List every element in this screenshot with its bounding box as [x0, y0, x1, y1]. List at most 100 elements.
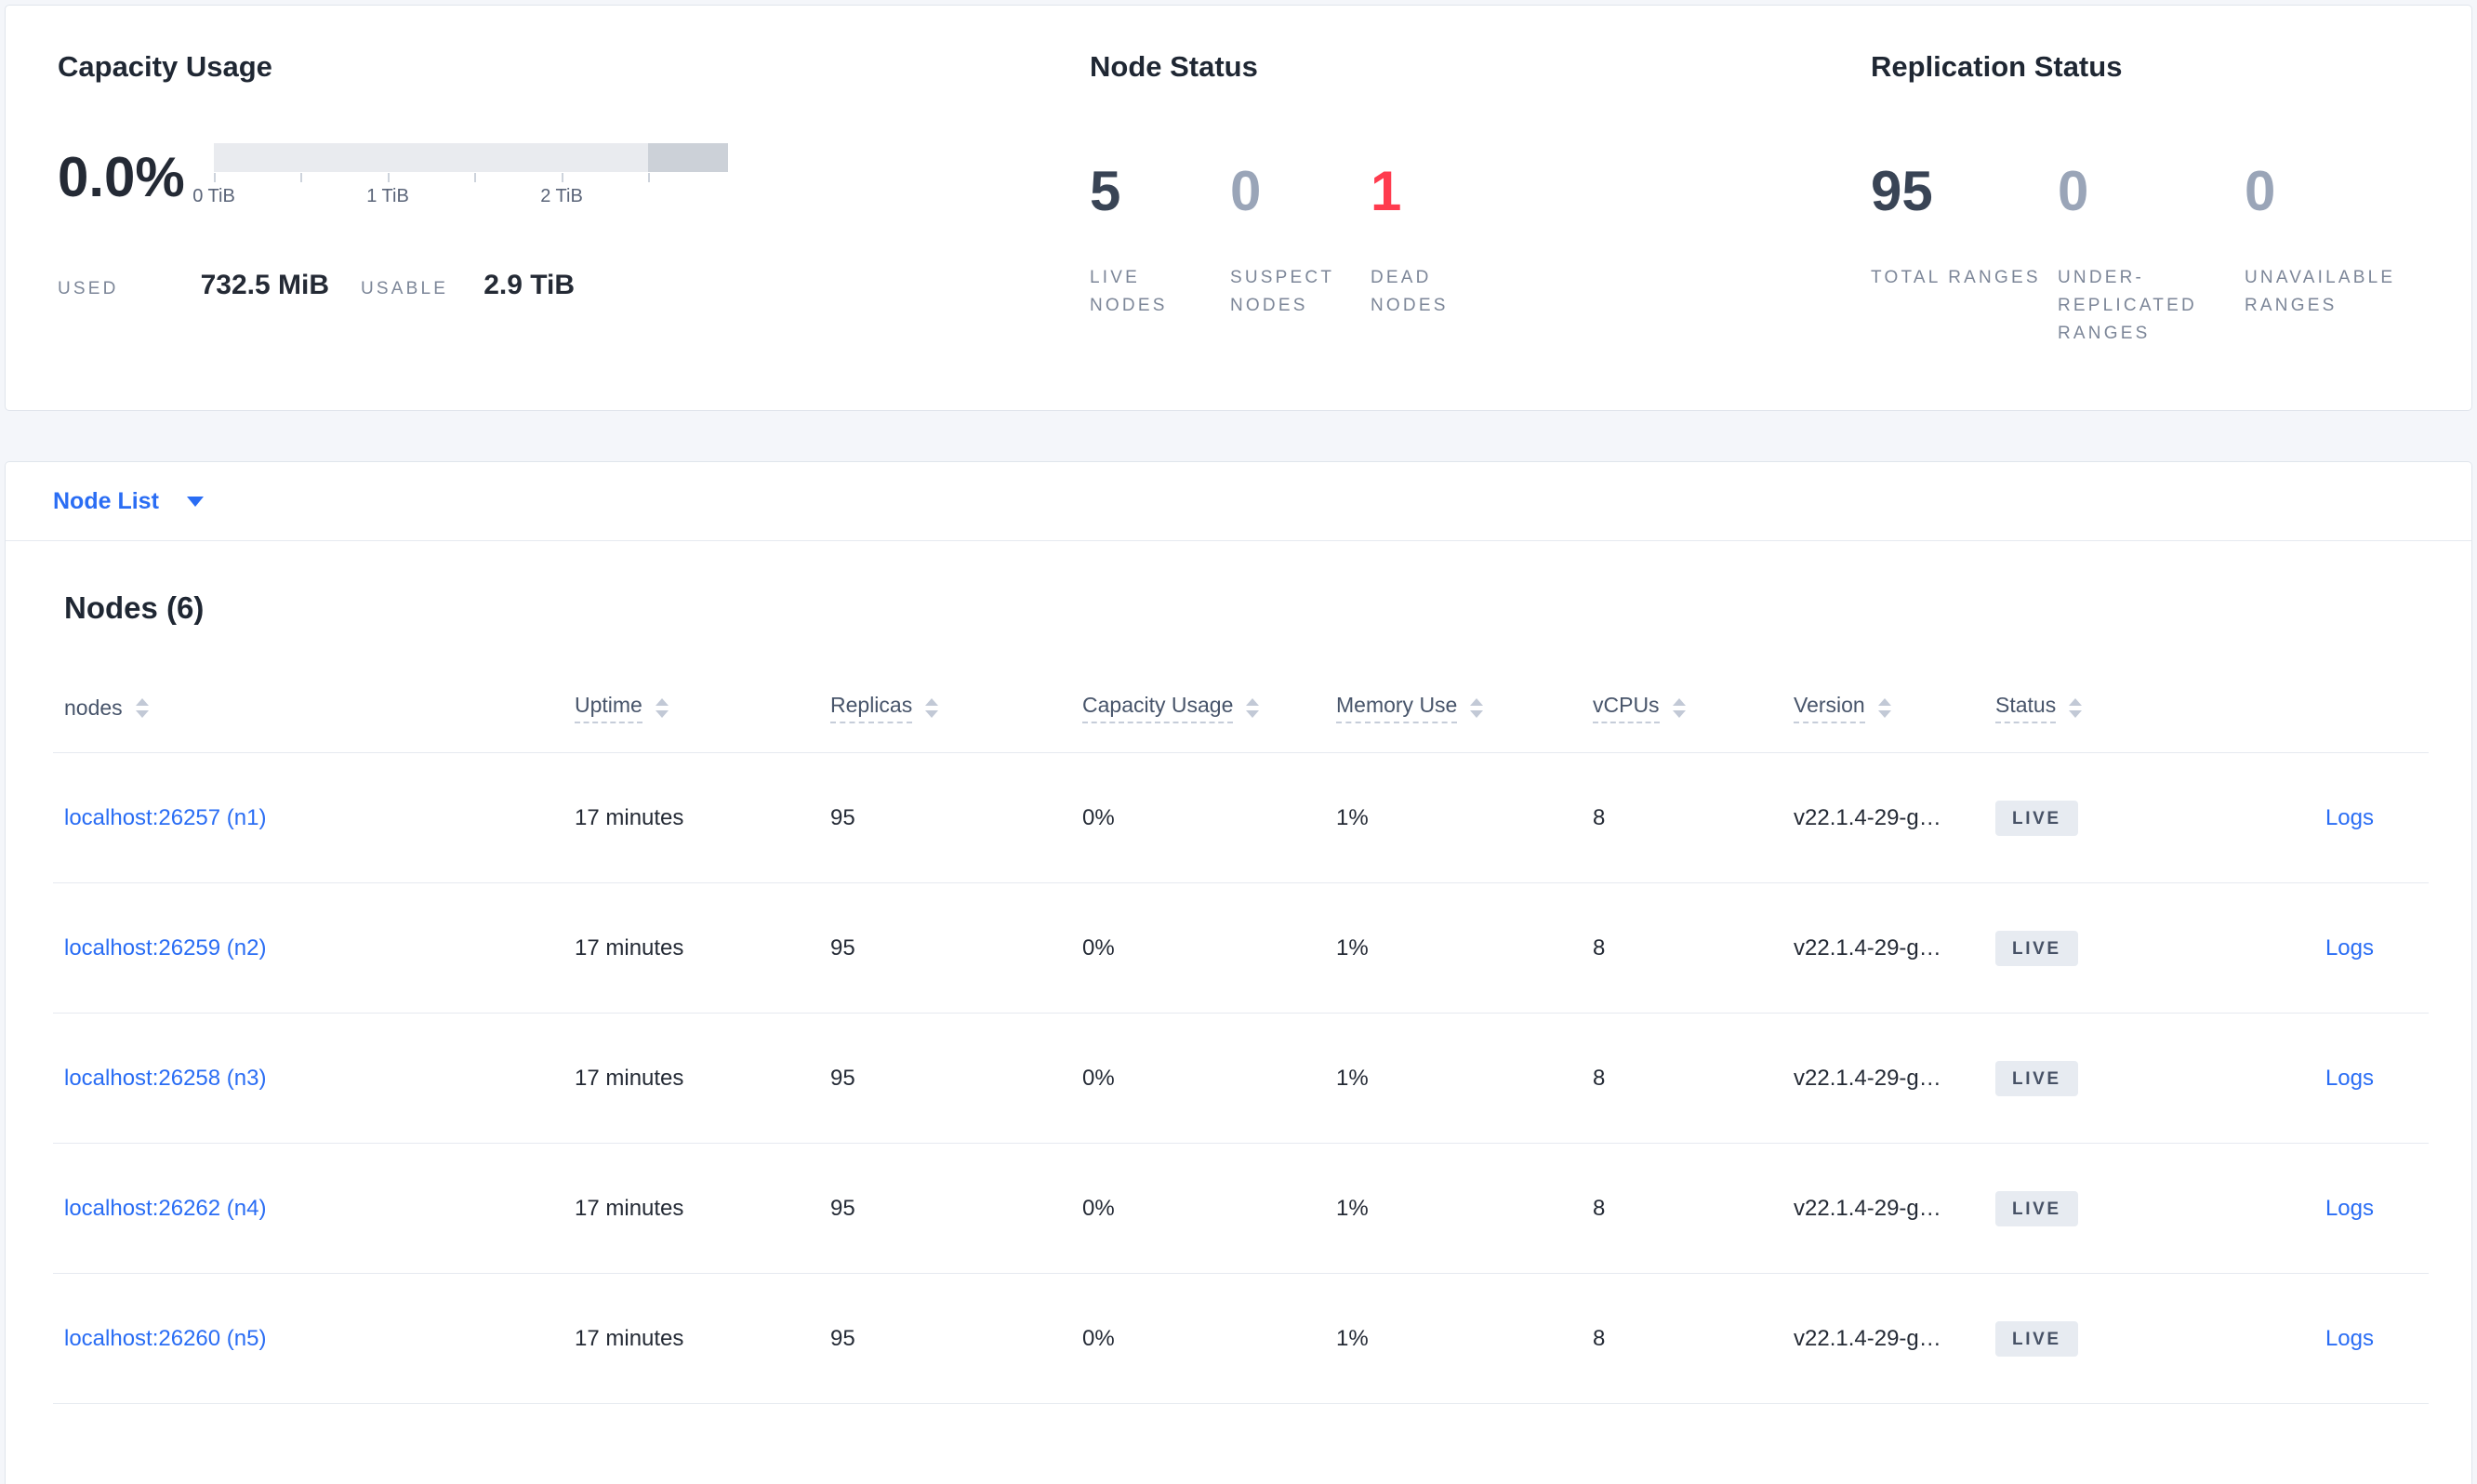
node-status-title: Node Status: [1090, 50, 1258, 83]
logs-link[interactable]: Logs: [2325, 1325, 2374, 1351]
node-name-cell: localhost:26258 (n3): [53, 1066, 575, 1092]
replicas-cell: 95: [830, 804, 855, 830]
capacity-cell: 0%: [1082, 1065, 1115, 1091]
capacity-cell: 0%: [1082, 1325, 1115, 1351]
uptime-cell: 17 minutes: [575, 804, 684, 830]
suspect-nodes-label: SUSPECT NODES: [1230, 268, 1334, 315]
memory-cell: 1%: [1336, 934, 1369, 961]
node-list-card: Node List Nodes (6) nodes Uptime Replica…: [5, 461, 2472, 1484]
suspect-nodes-stat: 0 SUSPECT NODES: [1230, 164, 1371, 320]
version-cell: v22.1.4-29-g…: [1794, 804, 1941, 830]
logs-link[interactable]: Logs: [2325, 1065, 2374, 1091]
status-badge: LIVE: [1995, 1060, 2078, 1096]
logs-link[interactable]: Logs: [2325, 1195, 2374, 1221]
logs-cell: Logs: [2228, 935, 2429, 961]
uptime-cell: 17 minutes: [575, 1065, 684, 1091]
suspect-nodes-value: 0: [1230, 160, 1262, 222]
uptime-cell: 17 minutes: [575, 934, 684, 961]
replication-status-panel: Replication Status 95 TOTAL RANGES 0 UND…: [1871, 48, 2471, 410]
uptime-cell: 17 minutes: [575, 1195, 684, 1221]
unavailable-ranges-label: UNAVAILABLE RANGES: [2245, 268, 2396, 315]
unavailable-ranges-stat: 0 UNAVAILABLE RANGES: [2245, 164, 2431, 348]
status-cell: LIVE: [1995, 1320, 2228, 1357]
sort-icon: [1877, 698, 1891, 718]
capacity-axis-labels: 0 TiB 1 TiB 2 TiB: [192, 186, 728, 212]
vcpus-cell: 8: [1593, 934, 1606, 961]
node-link[interactable]: localhost:26260 (n5): [64, 1325, 267, 1351]
used-label: USED: [58, 279, 119, 298]
column-header-nodes[interactable]: nodes: [53, 696, 575, 721]
node-link[interactable]: localhost:26258 (n3): [64, 1065, 267, 1091]
total-ranges-stat: 95 TOTAL RANGES: [1871, 164, 2058, 348]
capacity-cell: 0%: [1082, 804, 1115, 830]
node-link[interactable]: localhost:26257 (n1): [64, 804, 267, 830]
memory-cell: 1%: [1336, 1195, 1369, 1221]
cluster-overview-stats-card: Capacity Usage 0.0% 0 TiB 1 TiB 2 TiB US…: [5, 5, 2472, 411]
table-row: localhost:26258 (n3) 17 minutes 95 0% 1%…: [53, 1014, 2429, 1144]
axis-label-1tib: 1 TiB: [366, 186, 409, 206]
node-link[interactable]: localhost:26259 (n2): [64, 934, 267, 961]
version-cell: v22.1.4-29-g…: [1794, 1195, 1941, 1221]
node-name-cell: localhost:26257 (n1): [53, 805, 575, 831]
version-cell: v22.1.4-29-g…: [1794, 1325, 1941, 1351]
dead-nodes-stat: 1 DEAD NODES: [1371, 164, 1511, 320]
column-header-memory-use[interactable]: Memory Use: [1336, 693, 1593, 723]
nodes-heading: Nodes (6): [64, 590, 205, 625]
node-list-dropdown[interactable]: Node List: [53, 488, 204, 515]
status-badge: LIVE: [1995, 930, 2078, 966]
nodes-section: Nodes (6) nodes Uptime Replicas Capacity…: [6, 541, 2471, 1404]
vcpus-cell: 8: [1593, 804, 1606, 830]
status-cell: LIVE: [1995, 1190, 2228, 1226]
capacity-usage-panel: Capacity Usage 0.0% 0 TiB 1 TiB 2 TiB US…: [58, 48, 1090, 410]
sort-icon: [2069, 698, 2083, 718]
vcpus-cell: 8: [1593, 1195, 1606, 1221]
node-name-cell: localhost:26259 (n2): [53, 935, 575, 961]
capacity-details: USED 732.5 MiB USABLE 2.9 TiB: [58, 270, 1090, 301]
logs-link[interactable]: Logs: [2325, 934, 2374, 961]
replicas-cell: 95: [830, 1065, 855, 1091]
logs-cell: Logs: [2228, 1326, 2429, 1352]
column-header-replicas[interactable]: Replicas: [830, 693, 1082, 723]
version-cell: v22.1.4-29-g…: [1794, 934, 1941, 961]
capacity-usage-title: Capacity Usage: [58, 50, 272, 83]
sort-icon: [1470, 698, 1484, 718]
status-badge: LIVE: [1995, 800, 2078, 836]
node-link[interactable]: localhost:26262 (n4): [64, 1195, 267, 1221]
sort-icon: [1246, 698, 1260, 718]
logs-cell: Logs: [2228, 1066, 2429, 1092]
dead-nodes-label: DEAD NODES: [1371, 268, 1449, 315]
memory-cell: 1%: [1336, 1325, 1369, 1351]
live-nodes-value: 5: [1090, 160, 1121, 222]
replicas-cell: 95: [830, 1195, 855, 1221]
status-badge: LIVE: [1995, 1190, 2078, 1226]
column-header-version[interactable]: Version: [1794, 693, 1995, 723]
total-ranges-label: TOTAL RANGES: [1871, 268, 2041, 287]
capacity-cell: 0%: [1082, 1195, 1115, 1221]
usable-value: 2.9 TiB: [483, 270, 576, 300]
nodes-table-header: nodes Uptime Replicas Capacity Usage Mem…: [53, 664, 2429, 753]
column-header-vcpus[interactable]: vCPUs: [1593, 693, 1794, 723]
memory-cell: 1%: [1336, 804, 1369, 830]
replicas-cell: 95: [830, 934, 855, 961]
column-header-uptime[interactable]: Uptime: [575, 693, 830, 723]
view-selector-bar: Node List: [6, 462, 2471, 541]
live-nodes-stat: 5 LIVE NODES: [1090, 164, 1230, 320]
status-cell: LIVE: [1995, 1060, 2228, 1096]
column-header-status[interactable]: Status: [1995, 693, 2228, 723]
column-header-capacity-usage[interactable]: Capacity Usage: [1082, 693, 1336, 723]
capacity-percent: 0.0%: [58, 146, 185, 208]
uptime-cell: 17 minutes: [575, 1325, 684, 1351]
vcpus-cell: 8: [1593, 1065, 1606, 1091]
usable-label: USABLE: [361, 279, 449, 298]
dead-nodes-value: 1: [1371, 160, 1402, 222]
replication-status-title: Replication Status: [1871, 50, 2123, 83]
axis-label-2tib: 2 TiB: [540, 186, 583, 206]
capacity-cell: 0%: [1082, 934, 1115, 961]
logs-link[interactable]: Logs: [2325, 804, 2374, 830]
node-status-panel: Node Status 5 LIVE NODES 0 SUSPECT NODES…: [1090, 48, 1871, 410]
live-nodes-label: LIVE NODES: [1090, 268, 1168, 315]
used-value: 732.5 MiB: [200, 270, 329, 300]
table-row: localhost:26259 (n2) 17 minutes 95 0% 1%…: [53, 883, 2429, 1014]
sort-icon: [1672, 698, 1686, 718]
under-replicated-ranges-value: 0: [2058, 160, 2089, 222]
